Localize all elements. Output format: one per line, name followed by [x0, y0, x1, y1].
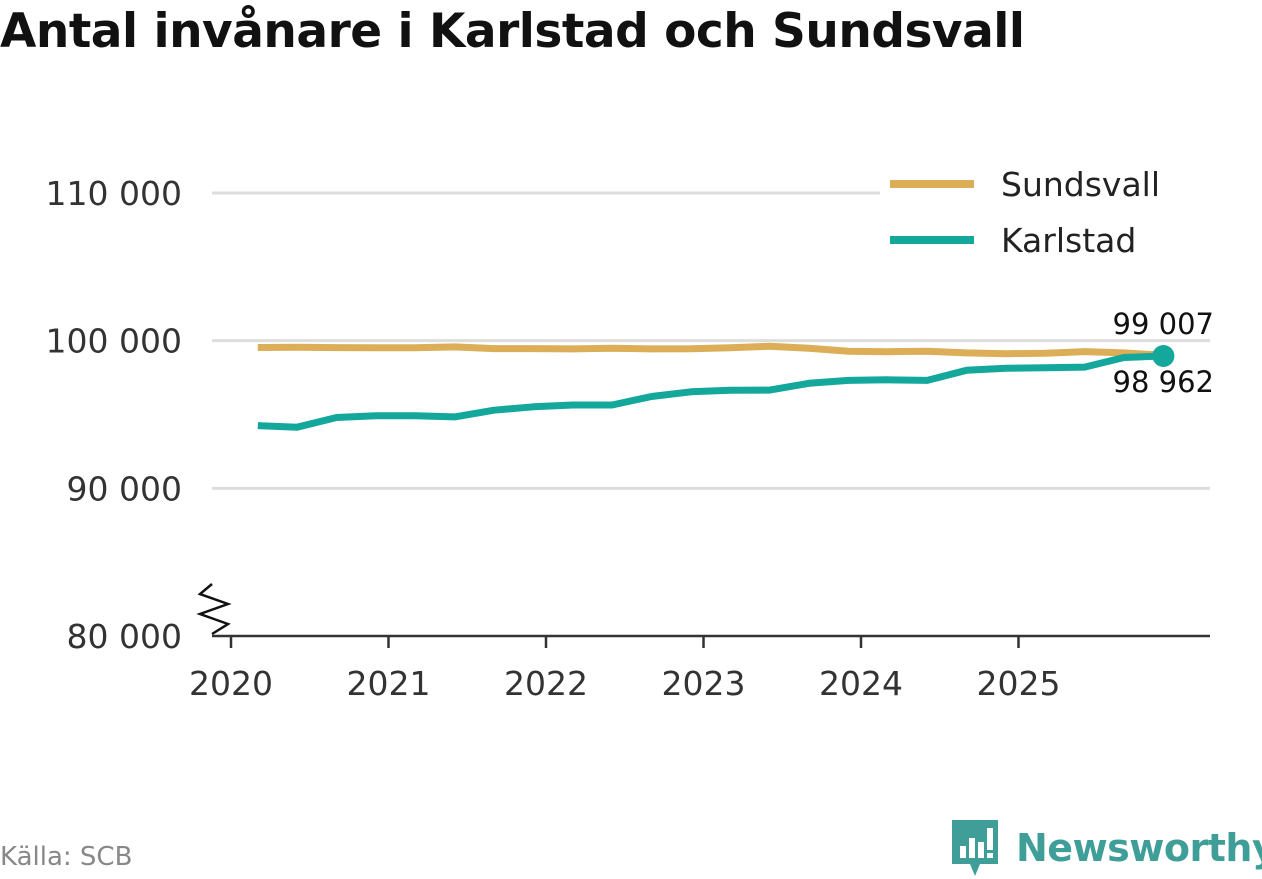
end-labels: 99 007 98 962 — [1110, 304, 1217, 402]
chart-title: Antal invånare i Karlstad och Sundsvall — [0, 4, 1025, 59]
series-line-sundsvall — [257, 342, 1164, 359]
y-tick-label: 100 000 — [46, 322, 182, 361]
series-endpoint-karlstad — [1152, 344, 1175, 367]
legend: Sundsvall Karlstad — [880, 160, 1210, 270]
brand-name: Newsworthy — [1016, 826, 1262, 870]
brand-logo[interactable]: Newsworthy — [950, 818, 1262, 878]
source-note: Källa: SCB — [0, 842, 133, 872]
y-tick-label: 80 000 — [67, 617, 182, 656]
y-axis-ticks: 80 000 90 000 100 000 110 000 — [46, 174, 182, 656]
series-line-karlstad — [257, 352, 1164, 431]
x-tick-label: 2025 — [977, 664, 1061, 703]
y-tick-label: 90 000 — [67, 469, 182, 508]
legend-label-sundsvall: Sundsvall — [1001, 165, 1160, 204]
legend-label-karlstad: Karlstad — [1001, 221, 1136, 260]
axis-break-icon — [196, 583, 232, 636]
end-label-sundsvall: 99 007 — [1113, 307, 1214, 341]
series-lines — [257, 342, 1175, 431]
y-tick-label: 110 000 — [46, 174, 182, 213]
x-tick-label: 2022 — [504, 664, 588, 703]
x-tick-label: 2021 — [347, 664, 431, 703]
newsworthy-logo-icon — [952, 820, 998, 876]
x-tick-label: 2023 — [662, 664, 746, 703]
x-axis — [196, 583, 1210, 638]
x-axis-ticks: 2020 2021 2022 2023 2024 2025 — [189, 636, 1060, 703]
x-tick-label: 2020 — [189, 664, 273, 703]
end-label-karlstad: 98 962 — [1113, 365, 1214, 399]
x-tick-label: 2024 — [819, 664, 903, 703]
legend-background — [880, 160, 1210, 270]
